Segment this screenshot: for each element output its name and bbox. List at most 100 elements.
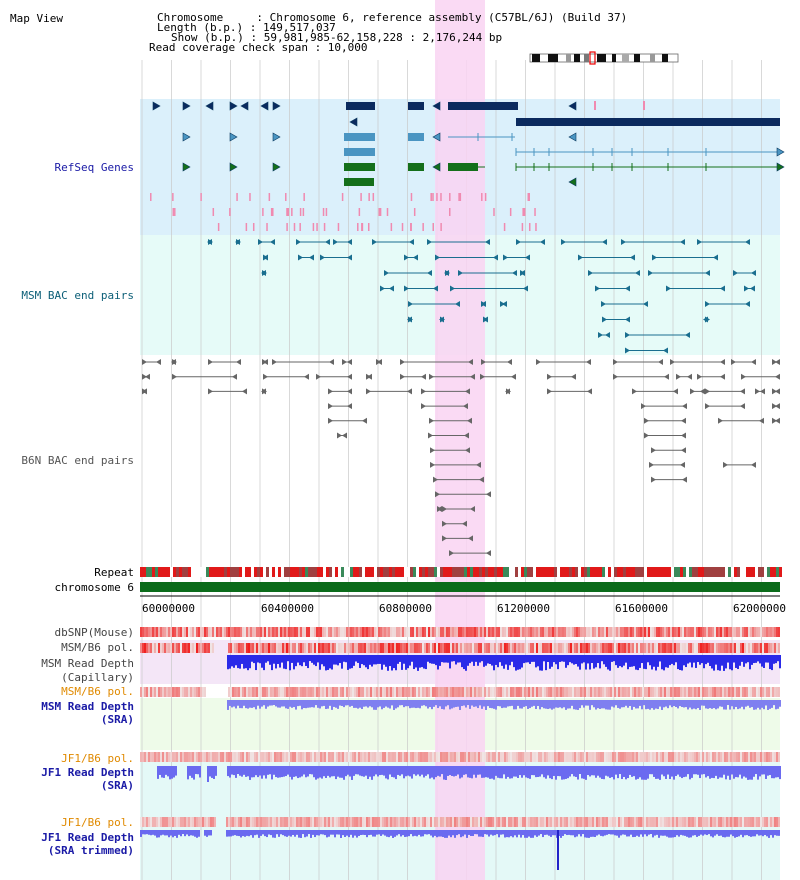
pol-cell bbox=[354, 643, 356, 653]
pol-cell bbox=[610, 752, 612, 762]
depth-bar bbox=[759, 700, 761, 710]
pol-cell bbox=[604, 643, 606, 653]
pol-cell bbox=[570, 752, 572, 762]
pol-cell bbox=[772, 687, 774, 697]
pol-cell bbox=[386, 752, 388, 762]
refseq-genes-track[interactable] bbox=[150, 101, 785, 231]
pol-cell bbox=[392, 752, 394, 762]
pol-cell bbox=[382, 817, 384, 827]
b6n-bac-pair-end bbox=[751, 461, 756, 468]
b6n-bac-pair-end bbox=[429, 417, 434, 424]
depth-bar bbox=[459, 655, 461, 663]
depth-bar bbox=[508, 830, 510, 838]
pol-cell bbox=[566, 643, 568, 653]
depth-bar bbox=[154, 830, 156, 836]
msm-bac-pair-end bbox=[625, 316, 630, 323]
pol-cell bbox=[464, 817, 466, 827]
b6n-bac-pair-end bbox=[421, 388, 426, 395]
depth-bar bbox=[479, 766, 481, 775]
depth-bar bbox=[182, 830, 184, 835]
depth-bar bbox=[209, 766, 211, 777]
pol-cell bbox=[494, 627, 496, 637]
depth-bar bbox=[621, 655, 623, 668]
depth-bar bbox=[703, 700, 705, 706]
depth-bar bbox=[736, 830, 738, 837]
pol-cell bbox=[510, 817, 512, 827]
depth-bar bbox=[444, 830, 446, 838]
pol-cell bbox=[156, 627, 158, 637]
depth-bar bbox=[659, 700, 661, 707]
pol-cell bbox=[472, 627, 474, 637]
pol-cell bbox=[708, 627, 710, 637]
depth-bar bbox=[319, 655, 321, 670]
pol-cell bbox=[328, 817, 330, 827]
pol-cell bbox=[658, 687, 660, 697]
depth-bar bbox=[743, 700, 745, 710]
depth-bar bbox=[441, 655, 443, 663]
depth-bar bbox=[268, 830, 270, 835]
pol-cell bbox=[162, 817, 164, 827]
ideogram-band bbox=[548, 54, 558, 62]
pol-cell bbox=[200, 687, 202, 697]
pol-cell bbox=[374, 752, 376, 762]
pol-cell bbox=[566, 627, 568, 637]
depth-bar bbox=[429, 766, 431, 779]
pol-cell bbox=[572, 752, 574, 762]
pol-cell bbox=[634, 643, 636, 653]
msm-bac-pair-end bbox=[705, 301, 710, 307]
pol-cell bbox=[154, 627, 156, 637]
pol-cell bbox=[634, 687, 636, 697]
depth-bar bbox=[647, 766, 649, 779]
pol-cell bbox=[396, 687, 398, 697]
b6n-bac-pair-end bbox=[366, 388, 371, 395]
pol-cell bbox=[210, 643, 212, 653]
depth-bar bbox=[400, 830, 402, 837]
pol-cell bbox=[700, 817, 702, 827]
b6n-bac-track[interactable] bbox=[142, 359, 780, 557]
depth-bar bbox=[573, 700, 575, 710]
depth-bar bbox=[562, 830, 564, 836]
pol-cell bbox=[146, 687, 148, 697]
pol-cell bbox=[614, 643, 616, 653]
pol-cell bbox=[320, 687, 322, 697]
pol-cell bbox=[604, 627, 606, 637]
depth-bar bbox=[437, 700, 439, 709]
snp-tick bbox=[286, 223, 288, 231]
depth-bar bbox=[559, 655, 561, 662]
depth-bar bbox=[622, 830, 624, 835]
pol-cell bbox=[152, 687, 154, 697]
tick-label-2: 60800000 bbox=[379, 602, 432, 615]
pol-cell bbox=[254, 752, 256, 762]
pol-cell bbox=[732, 817, 734, 827]
depth-bar bbox=[633, 700, 635, 707]
msm-bac-track[interactable] bbox=[207, 239, 756, 354]
pol-cell bbox=[542, 817, 544, 827]
repeat-cell bbox=[668, 567, 671, 577]
depth-bar bbox=[235, 766, 237, 778]
highlight-region[interactable] bbox=[435, 0, 485, 880]
pol-cell bbox=[354, 687, 356, 697]
pol-cell bbox=[158, 817, 160, 827]
chromosome-ideogram[interactable] bbox=[529, 51, 679, 65]
pol-cell bbox=[220, 627, 222, 637]
pol-cell bbox=[302, 627, 304, 637]
pol-cell bbox=[628, 643, 630, 653]
depth-bar bbox=[421, 700, 423, 706]
repeat-cell bbox=[161, 567, 164, 577]
pol-cell bbox=[522, 643, 524, 653]
pol-cell bbox=[590, 627, 592, 637]
depth-bar bbox=[457, 766, 459, 775]
depth-bar bbox=[697, 655, 699, 663]
pol-cell bbox=[152, 817, 154, 827]
depth-bar bbox=[527, 655, 529, 663]
depth-bar bbox=[595, 655, 597, 668]
depth-bar bbox=[449, 655, 451, 669]
pol-cell bbox=[560, 752, 562, 762]
pol-cell bbox=[544, 752, 546, 762]
depth-bar bbox=[755, 655, 757, 663]
pol-cell bbox=[376, 687, 378, 697]
depth-bar bbox=[386, 830, 388, 837]
repeat-cell bbox=[527, 567, 530, 577]
pol-cell bbox=[306, 627, 308, 637]
